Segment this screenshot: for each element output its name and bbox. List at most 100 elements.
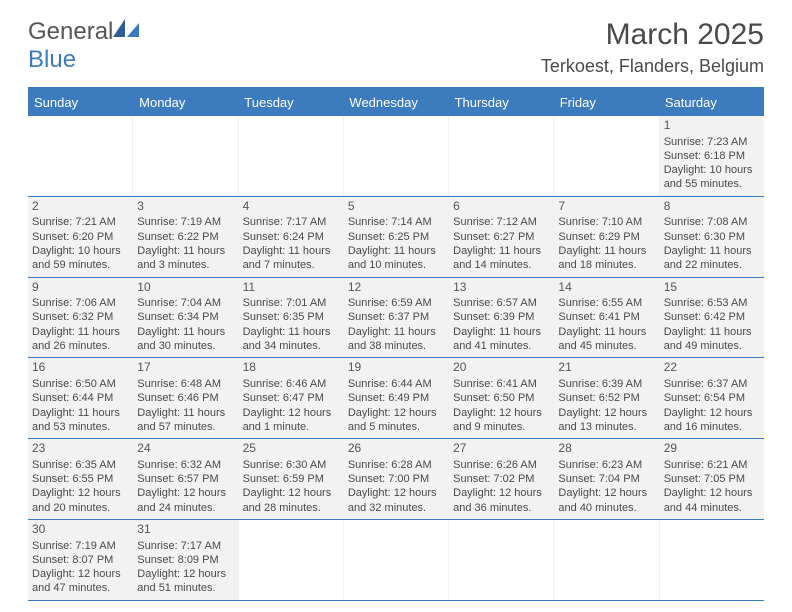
day-day1: Daylight: 12 hours	[664, 486, 760, 500]
day-number: 1	[664, 118, 760, 134]
day-day2: and 18 minutes.	[558, 258, 654, 272]
day-day1: Daylight: 11 hours	[137, 244, 233, 258]
day-day2: and 20 minutes.	[32, 501, 128, 515]
day-cell: 1Sunrise: 7:23 AMSunset: 6:18 PMDaylight…	[660, 116, 764, 196]
day-cell: 27Sunrise: 6:26 AMSunset: 7:02 PMDayligh…	[449, 439, 554, 519]
day-day1: Daylight: 12 hours	[348, 486, 444, 500]
week-row: 9Sunrise: 7:06 AMSunset: 6:32 PMDaylight…	[28, 278, 764, 359]
day-number: 2	[32, 199, 128, 215]
day-day2: and 14 minutes.	[453, 258, 549, 272]
day-sunset: Sunset: 7:02 PM	[453, 472, 549, 486]
day-day1: Daylight: 12 hours	[243, 406, 339, 420]
day-sunset: Sunset: 7:00 PM	[348, 472, 444, 486]
day-number: 3	[137, 199, 233, 215]
day-number: 25	[243, 441, 339, 457]
day-cell	[344, 116, 449, 196]
day-sunrise: Sunrise: 7:21 AM	[32, 215, 128, 229]
day-day1: Daylight: 11 hours	[558, 244, 654, 258]
day-day2: and 32 minutes.	[348, 501, 444, 515]
calendar-table: SundayMondayTuesdayWednesdayThursdayFrid…	[28, 87, 764, 601]
day-day2: and 49 minutes.	[664, 339, 760, 353]
day-day1: Daylight: 12 hours	[243, 486, 339, 500]
day-cell	[554, 116, 659, 196]
location-text: Terkoest, Flanders, Belgium	[541, 56, 764, 77]
day-day1: Daylight: 11 hours	[558, 325, 654, 339]
day-cell: 3Sunrise: 7:19 AMSunset: 6:22 PMDaylight…	[133, 197, 238, 277]
day-sunset: Sunset: 6:29 PM	[558, 230, 654, 244]
day-day1: Daylight: 11 hours	[348, 325, 444, 339]
day-sunset: Sunset: 6:55 PM	[32, 472, 128, 486]
day-day2: and 24 minutes.	[137, 501, 233, 515]
day-day1: Daylight: 11 hours	[32, 325, 128, 339]
logo-text: GeneralBlue	[28, 18, 139, 74]
day-cell: 12Sunrise: 6:59 AMSunset: 6:37 PMDayligh…	[344, 278, 449, 358]
day-day1: Daylight: 12 hours	[348, 406, 444, 420]
day-sunset: Sunset: 7:04 PM	[558, 472, 654, 486]
day-cell: 14Sunrise: 6:55 AMSunset: 6:41 PMDayligh…	[554, 278, 659, 358]
day-number: 4	[243, 199, 339, 215]
day-day2: and 22 minutes.	[664, 258, 760, 272]
day-sunset: Sunset: 6:57 PM	[137, 472, 233, 486]
day-day1: Daylight: 12 hours	[453, 486, 549, 500]
weekday-header-cell: Tuesday	[238, 89, 343, 116]
day-cell: 28Sunrise: 6:23 AMSunset: 7:04 PMDayligh…	[554, 439, 659, 519]
day-sunrise: Sunrise: 6:37 AM	[664, 377, 760, 391]
day-sunset: Sunset: 6:46 PM	[137, 391, 233, 405]
day-day1: Daylight: 11 hours	[243, 244, 339, 258]
day-cell: 9Sunrise: 7:06 AMSunset: 6:32 PMDaylight…	[28, 278, 133, 358]
day-sunrise: Sunrise: 7:12 AM	[453, 215, 549, 229]
day-sunrise: Sunrise: 6:26 AM	[453, 458, 549, 472]
week-row: 23Sunrise: 6:35 AMSunset: 6:55 PMDayligh…	[28, 439, 764, 520]
day-sunrise: Sunrise: 6:35 AM	[32, 458, 128, 472]
day-day1: Daylight: 11 hours	[664, 244, 760, 258]
day-day1: Daylight: 11 hours	[137, 406, 233, 420]
day-sunrise: Sunrise: 6:41 AM	[453, 377, 549, 391]
day-sunrise: Sunrise: 6:50 AM	[32, 377, 128, 391]
day-number: 13	[453, 280, 549, 296]
day-day2: and 57 minutes.	[137, 420, 233, 434]
day-sunrise: Sunrise: 7:23 AM	[664, 135, 760, 149]
day-day2: and 1 minute.	[243, 420, 339, 434]
day-day2: and 55 minutes.	[664, 177, 760, 191]
day-sunrise: Sunrise: 6:46 AM	[243, 377, 339, 391]
week-row: 1Sunrise: 7:23 AMSunset: 6:18 PMDaylight…	[28, 116, 764, 197]
logo-text-general: General	[28, 18, 113, 45]
day-sunrise: Sunrise: 6:59 AM	[348, 296, 444, 310]
day-sunset: Sunset: 6:49 PM	[348, 391, 444, 405]
day-cell: 25Sunrise: 6:30 AMSunset: 6:59 PMDayligh…	[239, 439, 344, 519]
day-day1: Daylight: 10 hours	[664, 163, 760, 177]
day-sunset: Sunset: 8:09 PM	[137, 553, 233, 567]
day-cell	[554, 520, 659, 600]
day-day2: and 34 minutes.	[243, 339, 339, 353]
day-cell: 10Sunrise: 7:04 AMSunset: 6:34 PMDayligh…	[133, 278, 238, 358]
weekday-header-row: SundayMondayTuesdayWednesdayThursdayFrid…	[28, 89, 764, 116]
day-cell: 24Sunrise: 6:32 AMSunset: 6:57 PMDayligh…	[133, 439, 238, 519]
weekday-header-cell: Thursday	[449, 89, 554, 116]
day-number: 6	[453, 199, 549, 215]
day-number: 17	[137, 360, 233, 376]
day-day1: Daylight: 11 hours	[348, 244, 444, 258]
day-sunrise: Sunrise: 7:19 AM	[32, 539, 128, 553]
day-day1: Daylight: 12 hours	[137, 567, 233, 581]
day-sunrise: Sunrise: 6:23 AM	[558, 458, 654, 472]
day-sunrise: Sunrise: 6:48 AM	[137, 377, 233, 391]
day-sunset: Sunset: 6:35 PM	[243, 310, 339, 324]
day-cell: 4Sunrise: 7:17 AMSunset: 6:24 PMDaylight…	[239, 197, 344, 277]
weekday-header-cell: Friday	[554, 89, 659, 116]
day-number: 24	[137, 441, 233, 457]
day-number: 27	[453, 441, 549, 457]
day-sunrise: Sunrise: 6:30 AM	[243, 458, 339, 472]
day-sunset: Sunset: 6:47 PM	[243, 391, 339, 405]
day-cell: 7Sunrise: 7:10 AMSunset: 6:29 PMDaylight…	[554, 197, 659, 277]
day-sunrise: Sunrise: 6:53 AM	[664, 296, 760, 310]
day-sunset: Sunset: 8:07 PM	[32, 553, 128, 567]
day-number: 10	[137, 280, 233, 296]
day-day2: and 7 minutes.	[243, 258, 339, 272]
day-cell: 5Sunrise: 7:14 AMSunset: 6:25 PMDaylight…	[344, 197, 449, 277]
day-sunset: Sunset: 6:37 PM	[348, 310, 444, 324]
page-header: GeneralBlue March 2025 Terkoest, Flander…	[28, 18, 764, 77]
day-number: 22	[664, 360, 760, 376]
day-number: 21	[558, 360, 654, 376]
weeks-container: 1Sunrise: 7:23 AMSunset: 6:18 PMDaylight…	[28, 116, 764, 601]
day-cell: 18Sunrise: 6:46 AMSunset: 6:47 PMDayligh…	[239, 358, 344, 438]
